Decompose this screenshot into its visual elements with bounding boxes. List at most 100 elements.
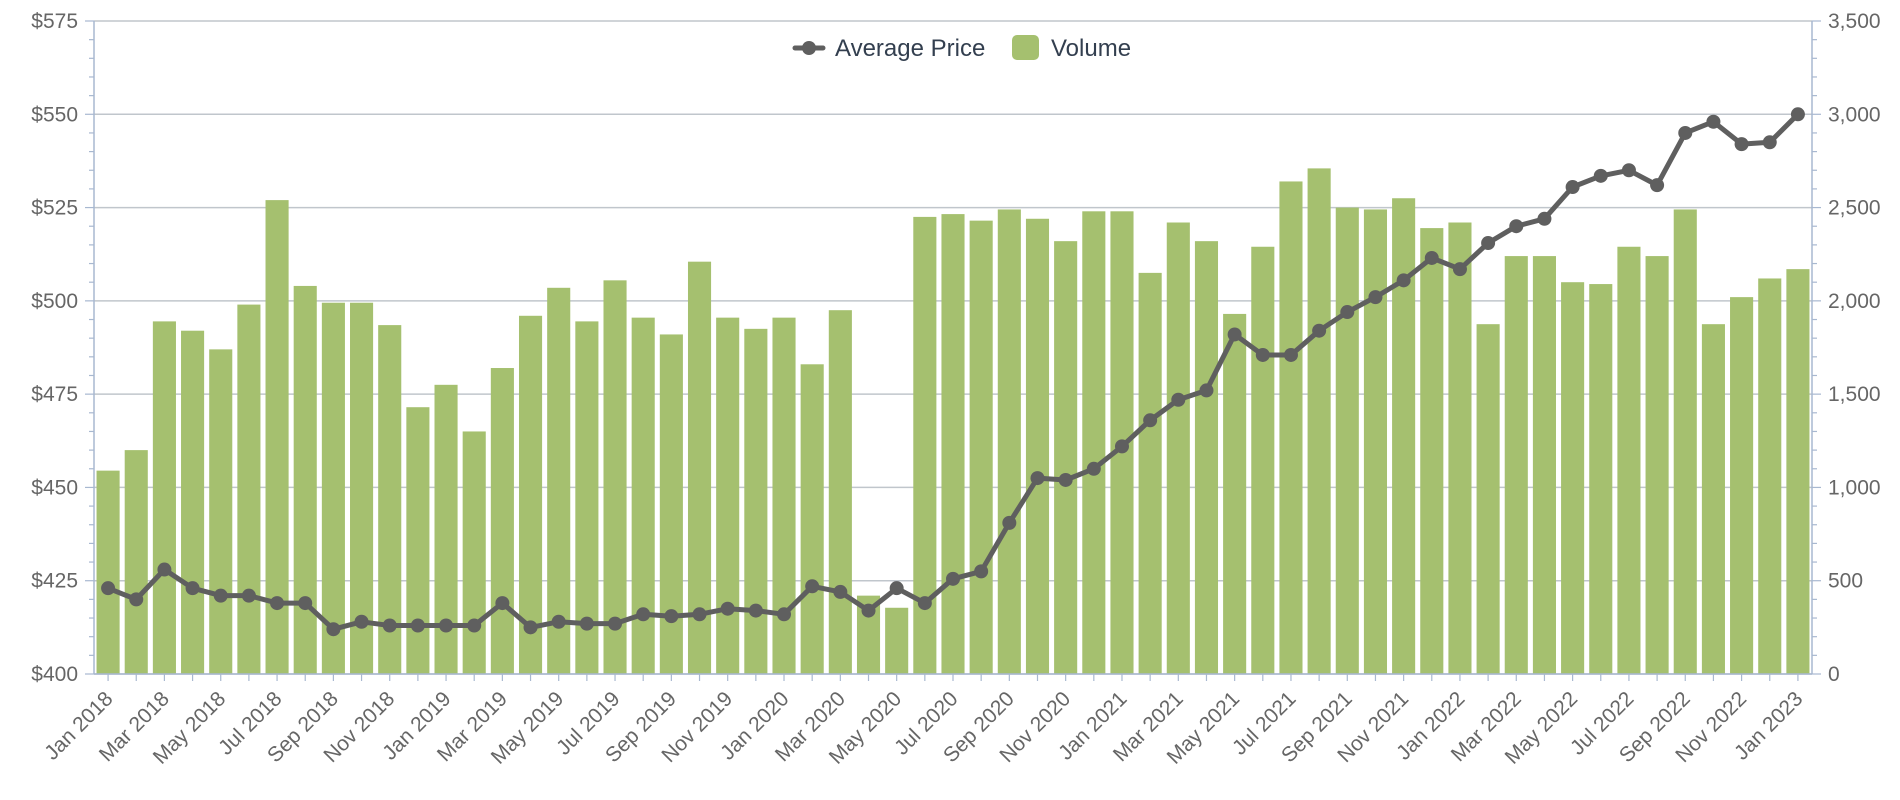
price-point (1706, 114, 1721, 129)
volume-bar (1138, 272, 1162, 674)
volume-bar (828, 310, 852, 674)
price-point (298, 596, 313, 611)
y2-tick-label: 0 (1828, 663, 1840, 686)
volume-bar (1786, 269, 1810, 674)
legend-label-average-price: Average Price (835, 35, 985, 62)
volume-bar (518, 315, 543, 674)
y-tick-label: $550 (31, 103, 78, 126)
volume-bar (744, 328, 768, 674)
volume-bar (575, 321, 599, 674)
price-point (382, 618, 397, 633)
legend-bar-swatch (1012, 35, 1039, 60)
volume-bar (1730, 297, 1754, 674)
volume-bar (490, 368, 514, 674)
volume-bar (1448, 222, 1472, 675)
volume-bar (181, 330, 205, 674)
price-point (1621, 163, 1636, 178)
price-point (551, 614, 566, 629)
price-point (101, 581, 116, 596)
price-point (974, 564, 989, 579)
y-tick-label: $450 (31, 476, 78, 499)
y2-tick-label: 3,500 (1828, 10, 1881, 33)
price-point (467, 618, 482, 633)
volume-bar (350, 302, 374, 674)
price-point (354, 614, 369, 629)
volume-bar (631, 317, 655, 674)
price-point (157, 562, 172, 577)
volume-bar (856, 595, 881, 674)
volume-bar (1166, 222, 1190, 675)
y-tick-label: $575 (31, 10, 78, 33)
price-point (1340, 305, 1355, 320)
price-point (1762, 135, 1777, 150)
price-point (1199, 383, 1214, 398)
volume-bar (406, 407, 430, 674)
price-point (1790, 107, 1805, 122)
y2-tick-label: 3,000 (1828, 103, 1881, 126)
volume-bar (1082, 211, 1106, 674)
y-tick-label: $500 (31, 290, 78, 313)
price-point (917, 596, 932, 611)
volume-bar (96, 470, 120, 674)
volume-bar (1589, 284, 1613, 674)
price-point (1114, 439, 1129, 454)
price-point (748, 603, 763, 618)
y-tick-label: $525 (31, 197, 78, 220)
y2-tick-label: 500 (1828, 570, 1863, 593)
volume-bar (209, 349, 233, 674)
y2-tick-label: 1,500 (1828, 383, 1881, 406)
price-point (1424, 250, 1439, 265)
volume-bar (1363, 209, 1388, 675)
volume-bar (1758, 278, 1782, 674)
volume-bar (941, 214, 965, 674)
price-point (777, 607, 792, 622)
volume-bar (1561, 282, 1585, 674)
price-point (1650, 178, 1665, 193)
volume-bar (687, 261, 712, 674)
price-point (213, 588, 228, 603)
y-tick-label: $400 (31, 663, 78, 686)
volume-bar (1025, 218, 1050, 674)
volume-bar (321, 302, 345, 674)
price-point (1509, 219, 1524, 234)
volume-bar (547, 287, 571, 674)
price-point (1565, 180, 1580, 195)
volume-bar (1194, 241, 1219, 674)
volume-bar (378, 325, 402, 674)
price-point (1030, 471, 1045, 486)
price-point (889, 581, 904, 596)
price-point (1312, 323, 1327, 338)
price-point (1255, 347, 1270, 362)
price-point (185, 581, 200, 596)
volume-bar (1420, 228, 1444, 674)
price-point (1086, 461, 1101, 476)
volume-bar (1701, 324, 1725, 674)
price-point (1734, 137, 1749, 152)
price-point (495, 596, 510, 611)
volume-bar (969, 220, 993, 675)
volume-bar (1307, 168, 1331, 675)
y2-tick-label: 2,000 (1828, 290, 1881, 313)
price-point (129, 592, 144, 607)
price-point (1593, 168, 1608, 183)
volume-bars (96, 168, 1810, 675)
volume-bar (293, 285, 317, 674)
volume-bar (1223, 313, 1247, 674)
price-point (1227, 327, 1242, 342)
volume-bar (885, 607, 909, 674)
volume-bar (265, 200, 289, 674)
volume-bar (1054, 241, 1078, 674)
legend: Average Price Volume (792, 35, 1131, 62)
volume-bar (1392, 198, 1416, 674)
volume-bar (716, 317, 740, 674)
price-point (1452, 262, 1467, 277)
price-point (1283, 347, 1298, 362)
y2-tick-label: 2,500 (1828, 197, 1881, 220)
volume-bar (997, 209, 1021, 675)
price-point (270, 596, 285, 611)
volume-bar (462, 431, 486, 674)
y-tick-label: $425 (31, 570, 78, 593)
volume-bar (1673, 209, 1697, 675)
price-point (523, 620, 538, 635)
